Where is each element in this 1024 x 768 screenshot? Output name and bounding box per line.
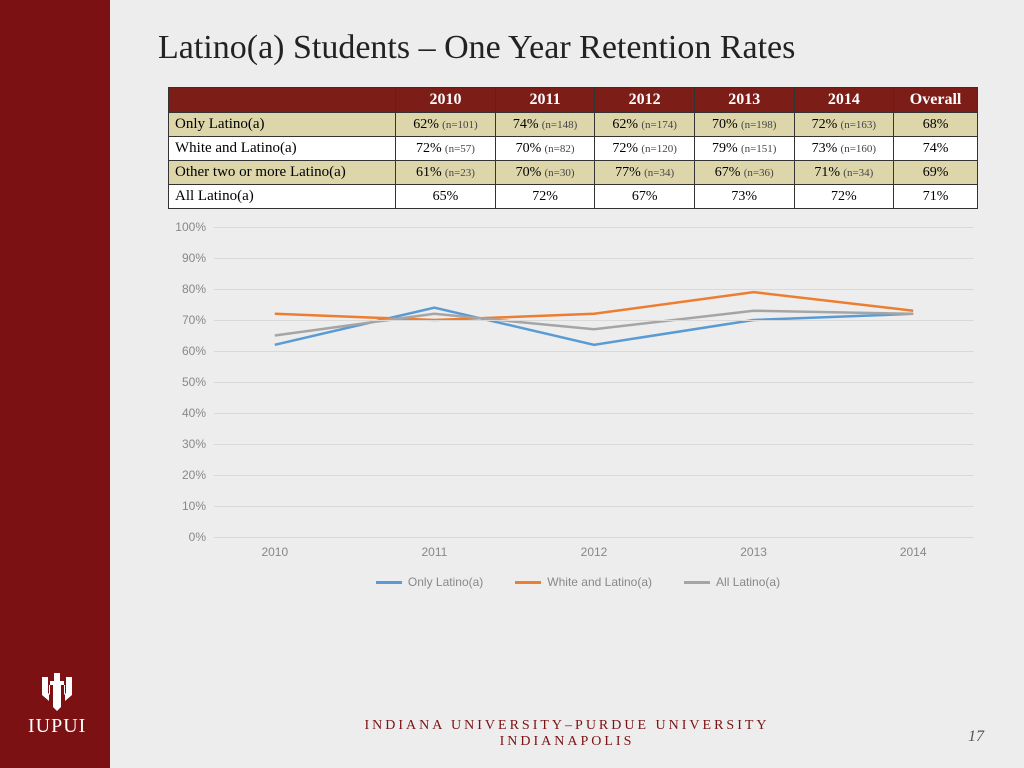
table-body: Only Latino(a)62% (n=101)74% (n=148)62% … <box>169 112 978 208</box>
x-axis-label: 2011 <box>421 545 447 559</box>
table-cell: 72% (n=163) <box>794 112 894 136</box>
y-axis-label: 30% <box>158 437 206 451</box>
overall-cell: 71% <box>894 184 978 208</box>
table-corner <box>169 87 396 112</box>
y-axis-label: 80% <box>158 282 206 296</box>
table-cell: 61% (n=23) <box>396 160 496 184</box>
overall-cell: 69% <box>894 160 978 184</box>
col-header: 2013 <box>694 87 794 112</box>
table-cell: 74% (n=148) <box>495 112 595 136</box>
table-cell: 77% (n=34) <box>595 160 695 184</box>
table-header-row: 20102011201220132014Overall <box>169 87 978 112</box>
slide-title: Latino(a) Students – One Year Retention … <box>158 28 984 69</box>
gridline <box>214 444 974 445</box>
row-label: Other two or more Latino(a) <box>169 160 396 184</box>
row-label: Only Latino(a) <box>169 112 396 136</box>
x-axis-label: 2012 <box>581 545 608 559</box>
table-cell: 70% (n=30) <box>495 160 595 184</box>
x-axis-label: 2014 <box>900 545 927 559</box>
gridline <box>214 506 974 507</box>
gridline <box>214 537 974 538</box>
chart-legend: Only Latino(a) White and Latino(a) All Lat… <box>158 575 998 589</box>
col-header: 2014 <box>794 87 894 112</box>
overall-cell: 74% <box>894 136 978 160</box>
table-cell: 72% <box>794 184 894 208</box>
sidebar-accent: IUPUI <box>0 0 110 768</box>
col-header: Overall <box>894 87 978 112</box>
footer-line1: INDIANA UNIVERSITY–PURDUE UNIVERSITY <box>110 718 1024 734</box>
overall-cell: 68% <box>894 112 978 136</box>
page-number: 17 <box>968 728 984 746</box>
table-cell: 73% (n=160) <box>794 136 894 160</box>
col-header: 2012 <box>595 87 695 112</box>
table-row: White and Latino(a)72% (n=57)70% (n=82)7… <box>169 136 978 160</box>
y-axis-label: 50% <box>158 375 206 389</box>
footer: INDIANA UNIVERSITY–PURDUE UNIVERSITY IND… <box>110 718 1024 750</box>
gridline <box>214 258 974 259</box>
table-cell: 72% <box>495 184 595 208</box>
x-axis-label: 2013 <box>740 545 767 559</box>
y-axis-label: 60% <box>158 344 206 358</box>
y-axis-label: 90% <box>158 251 206 265</box>
table-cell: 62% (n=101) <box>396 112 496 136</box>
main-content: Latino(a) Students – One Year Retention … <box>110 0 1024 768</box>
iupui-logo: IUPUI <box>28 673 86 738</box>
gridline <box>214 413 974 414</box>
row-label: All Latino(a) <box>169 184 396 208</box>
legend-item: Only Latino(a) <box>376 575 483 589</box>
table-cell: 65% <box>396 184 496 208</box>
gridline <box>214 227 974 228</box>
table-cell: 72% (n=57) <box>396 136 496 160</box>
plot-area <box>214 227 974 537</box>
y-axis-label: 70% <box>158 313 206 327</box>
legend-swatch <box>376 581 402 584</box>
table-cell: 62% (n=174) <box>595 112 695 136</box>
gridline <box>214 320 974 321</box>
row-label: White and Latino(a) <box>169 136 396 160</box>
trident-icon <box>32 673 82 711</box>
col-header: 2010 <box>396 87 496 112</box>
table-row: All Latino(a)65%72%67%73%72%71% <box>169 184 978 208</box>
y-axis-label: 100% <box>158 220 206 234</box>
retention-table: 20102011201220132014Overall Only Latino(… <box>168 87 978 209</box>
table-cell: 70% (n=82) <box>495 136 595 160</box>
legend-swatch <box>684 581 710 584</box>
table-row: Other two or more Latino(a)61% (n=23)70%… <box>169 160 978 184</box>
series-line <box>275 292 913 320</box>
logo-text: IUPUI <box>28 715 86 738</box>
table-cell: 70% (n=198) <box>694 112 794 136</box>
y-axis-label: 20% <box>158 468 206 482</box>
table-cell: 71% (n=34) <box>794 160 894 184</box>
table-cell: 72% (n=120) <box>595 136 695 160</box>
legend-swatch <box>515 581 541 584</box>
retention-line-chart: Only Latino(a) White and Latino(a) All Lat… <box>158 217 998 597</box>
table-row: Only Latino(a)62% (n=101)74% (n=148)62% … <box>169 112 978 136</box>
gridline <box>214 475 974 476</box>
y-axis-label: 40% <box>158 406 206 420</box>
y-axis-label: 0% <box>158 530 206 544</box>
table-cell: 67% <box>595 184 695 208</box>
y-axis-label: 10% <box>158 499 206 513</box>
legend-item: White and Latino(a) <box>515 575 652 589</box>
gridline <box>214 289 974 290</box>
table-cell: 67% (n=36) <box>694 160 794 184</box>
table-cell: 73% <box>694 184 794 208</box>
col-header: 2011 <box>495 87 595 112</box>
chart-container: Only Latino(a) White and Latino(a) All Lat… <box>158 217 998 597</box>
gridline <box>214 351 974 352</box>
footer-line2: INDIANAPOLIS <box>110 734 1024 750</box>
table-cell: 79% (n=151) <box>694 136 794 160</box>
legend-item: All Latino(a) <box>684 575 780 589</box>
gridline <box>214 382 974 383</box>
x-axis-label: 2010 <box>261 545 288 559</box>
